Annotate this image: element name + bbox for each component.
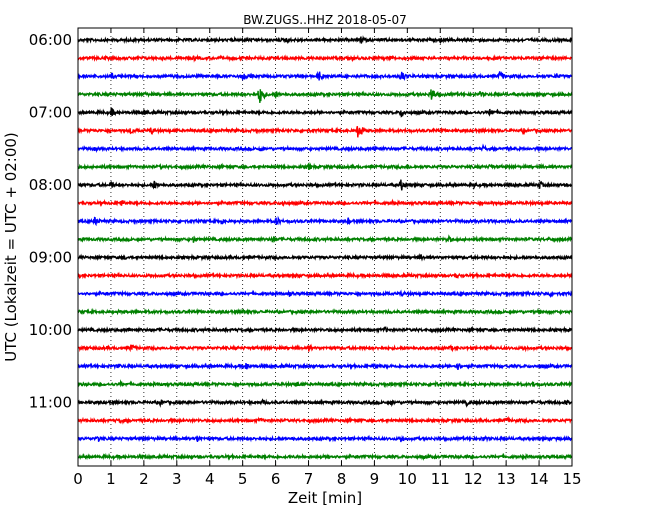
x-tick-label: 9 — [370, 470, 380, 488]
x-tick-label: 0 — [73, 470, 83, 488]
trace-0630 — [77, 70, 573, 81]
y-tick-label: 07:00 — [29, 103, 72, 121]
x-axis-label: Zeit [min] — [288, 489, 362, 507]
x-tick-label: 4 — [205, 470, 215, 488]
trace-0745 — [77, 161, 573, 171]
x-tick-label: 3 — [172, 470, 182, 488]
y-tick-label: 06:00 — [29, 31, 72, 49]
x-axis-ticks: 0 1 2 3 4 5 6 7 8 9 10 11 12 13 14 15 — [73, 28, 582, 488]
trace-1130 — [77, 434, 573, 443]
trace-0930 — [77, 289, 573, 299]
trace-0730 — [77, 143, 573, 154]
x-tick-label: 5 — [238, 470, 248, 488]
trace-0615 — [77, 53, 573, 63]
x-tick-label: 10 — [398, 470, 417, 488]
x-tick-label: 2 — [139, 470, 149, 488]
trace-0715 — [77, 126, 573, 138]
trace-1045 — [77, 379, 573, 389]
trace-0845 — [77, 234, 573, 244]
x-tick-label: 7 — [304, 470, 314, 488]
trace-1030 — [77, 362, 573, 371]
seismic-traces — [77, 35, 573, 461]
x-tick-label: 1 — [106, 470, 116, 488]
trace-1000 — [77, 325, 573, 334]
x-tick-label: 15 — [562, 470, 581, 488]
x-tick-label: 6 — [271, 470, 281, 488]
trace-0830 — [77, 215, 573, 227]
trace-0700 — [77, 106, 573, 118]
y-tick-label: 11:00 — [29, 393, 72, 411]
x-tick-label: 12 — [464, 470, 483, 488]
x-tick-label: 14 — [530, 470, 549, 488]
plot-frame — [77, 27, 573, 467]
trace-0815 — [77, 198, 573, 208]
y-tick-label: 08:00 — [29, 176, 72, 194]
trace-1100 — [77, 398, 573, 408]
y-axis-ticks: 06:00 07:00 08:00 09:00 10:00 11:00 — [29, 31, 572, 411]
trace-1015 — [77, 343, 573, 353]
trace-0645 — [77, 89, 573, 103]
trace-1145 — [77, 452, 573, 461]
y-axis-label: UTC (Lokalzeit = UTC + 02:00) — [2, 132, 20, 362]
trace-1115 — [77, 415, 573, 425]
trace-0800 — [77, 179, 573, 191]
trace-0915 — [77, 271, 573, 280]
trace-0900 — [77, 252, 573, 262]
x-tick-label: 13 — [497, 470, 516, 488]
chart-title: BW.ZUGS..HHZ 2018-05-07 — [243, 13, 406, 27]
y-tick-label: 10:00 — [29, 321, 72, 339]
x-tick-label: 8 — [337, 470, 347, 488]
x-tick-label: 11 — [431, 470, 450, 488]
trace-0945 — [77, 307, 573, 316]
y-tick-label: 09:00 — [29, 248, 72, 266]
trace-0600 — [77, 35, 573, 45]
